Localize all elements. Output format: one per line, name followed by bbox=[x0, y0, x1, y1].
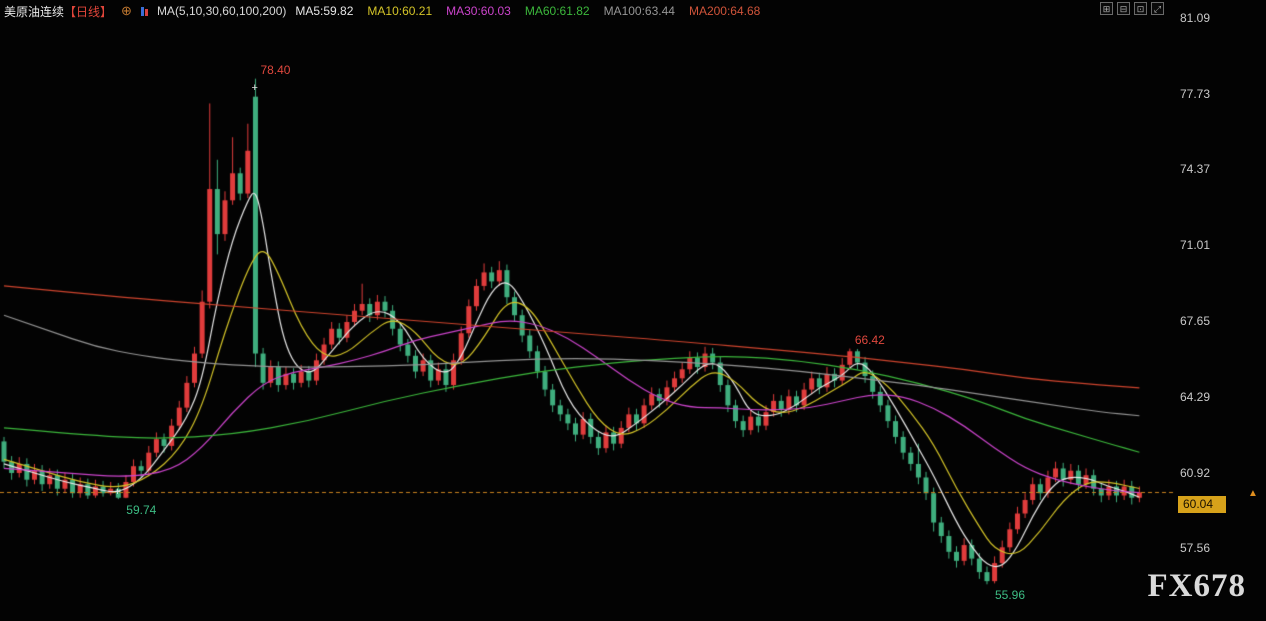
ma-value-ma200: MA200:64.68 bbox=[688, 4, 761, 18]
last-price-value: 60.04 bbox=[1183, 497, 1214, 512]
indicator-settings-icon[interactable]: ⊕ bbox=[121, 3, 132, 18]
price-annotation: 59.74 bbox=[126, 503, 157, 518]
chart-toolbar: ⊞ ⊟ ⊡ ⤢ bbox=[1100, 2, 1164, 15]
axis-price-label: 67.65 bbox=[1180, 313, 1211, 328]
axis-price-label: 64.29 bbox=[1180, 389, 1211, 404]
ma-value-ma30: MA30:60.03 bbox=[446, 4, 511, 18]
axis-price-label: 77.73 bbox=[1180, 86, 1211, 101]
axis-price-label: 81.09 bbox=[1180, 11, 1211, 26]
extreme-cross-marker: + bbox=[114, 486, 121, 499]
price-annotation: 66.42 bbox=[854, 332, 885, 347]
last-price-tag: 60.04 bbox=[1178, 496, 1226, 514]
fullscreen-icon[interactable]: ⤢ bbox=[1151, 2, 1164, 15]
mini-candle-icon bbox=[140, 6, 148, 16]
price-annotation: 78.40 bbox=[260, 62, 291, 77]
extreme-cross-marker: + bbox=[251, 81, 258, 94]
chart-topbar: 美原油连续【日线】 ⊕ MA(5,10,30,60,100,200) MA5:5… bbox=[4, 3, 760, 19]
watermark: FX678 bbox=[1147, 568, 1246, 604]
ma-legend: MA5:59.82 MA10:60.21 MA30:60.03 MA60:61.82 M… bbox=[295, 4, 760, 18]
ma-value-ma100: MA100:63.44 bbox=[603, 4, 675, 18]
grid-layout-icon[interactable]: ⊞ bbox=[1100, 2, 1113, 15]
new-window-icon[interactable]: ⊡ bbox=[1134, 2, 1147, 15]
period-label[interactable]: 【日线】 bbox=[64, 4, 113, 19]
axis-price-label: 71.01 bbox=[1180, 238, 1211, 253]
ma-params-label: MA(5,10,30,60,100,200) bbox=[156, 4, 287, 18]
axis-price-label: 60.92 bbox=[1180, 465, 1211, 480]
price-annotation: 55.96 bbox=[994, 588, 1025, 603]
ma-value-ma10: MA10:60.21 bbox=[367, 4, 433, 18]
split-panel-icon[interactable]: ⊟ bbox=[1117, 2, 1130, 15]
symbol-and-period: 美原油连续【日线】 bbox=[4, 3, 112, 20]
price-arrow-icon: ▲ bbox=[1248, 488, 1258, 500]
ma-value-ma60: MA60:61.82 bbox=[524, 4, 590, 18]
axis-price-label: 74.37 bbox=[1180, 162, 1211, 177]
symbol-title: 美原油连续 bbox=[4, 4, 65, 19]
axis-price-label: 57.56 bbox=[1180, 541, 1211, 556]
ma-value-ma5: MA5:59.82 bbox=[295, 4, 354, 18]
